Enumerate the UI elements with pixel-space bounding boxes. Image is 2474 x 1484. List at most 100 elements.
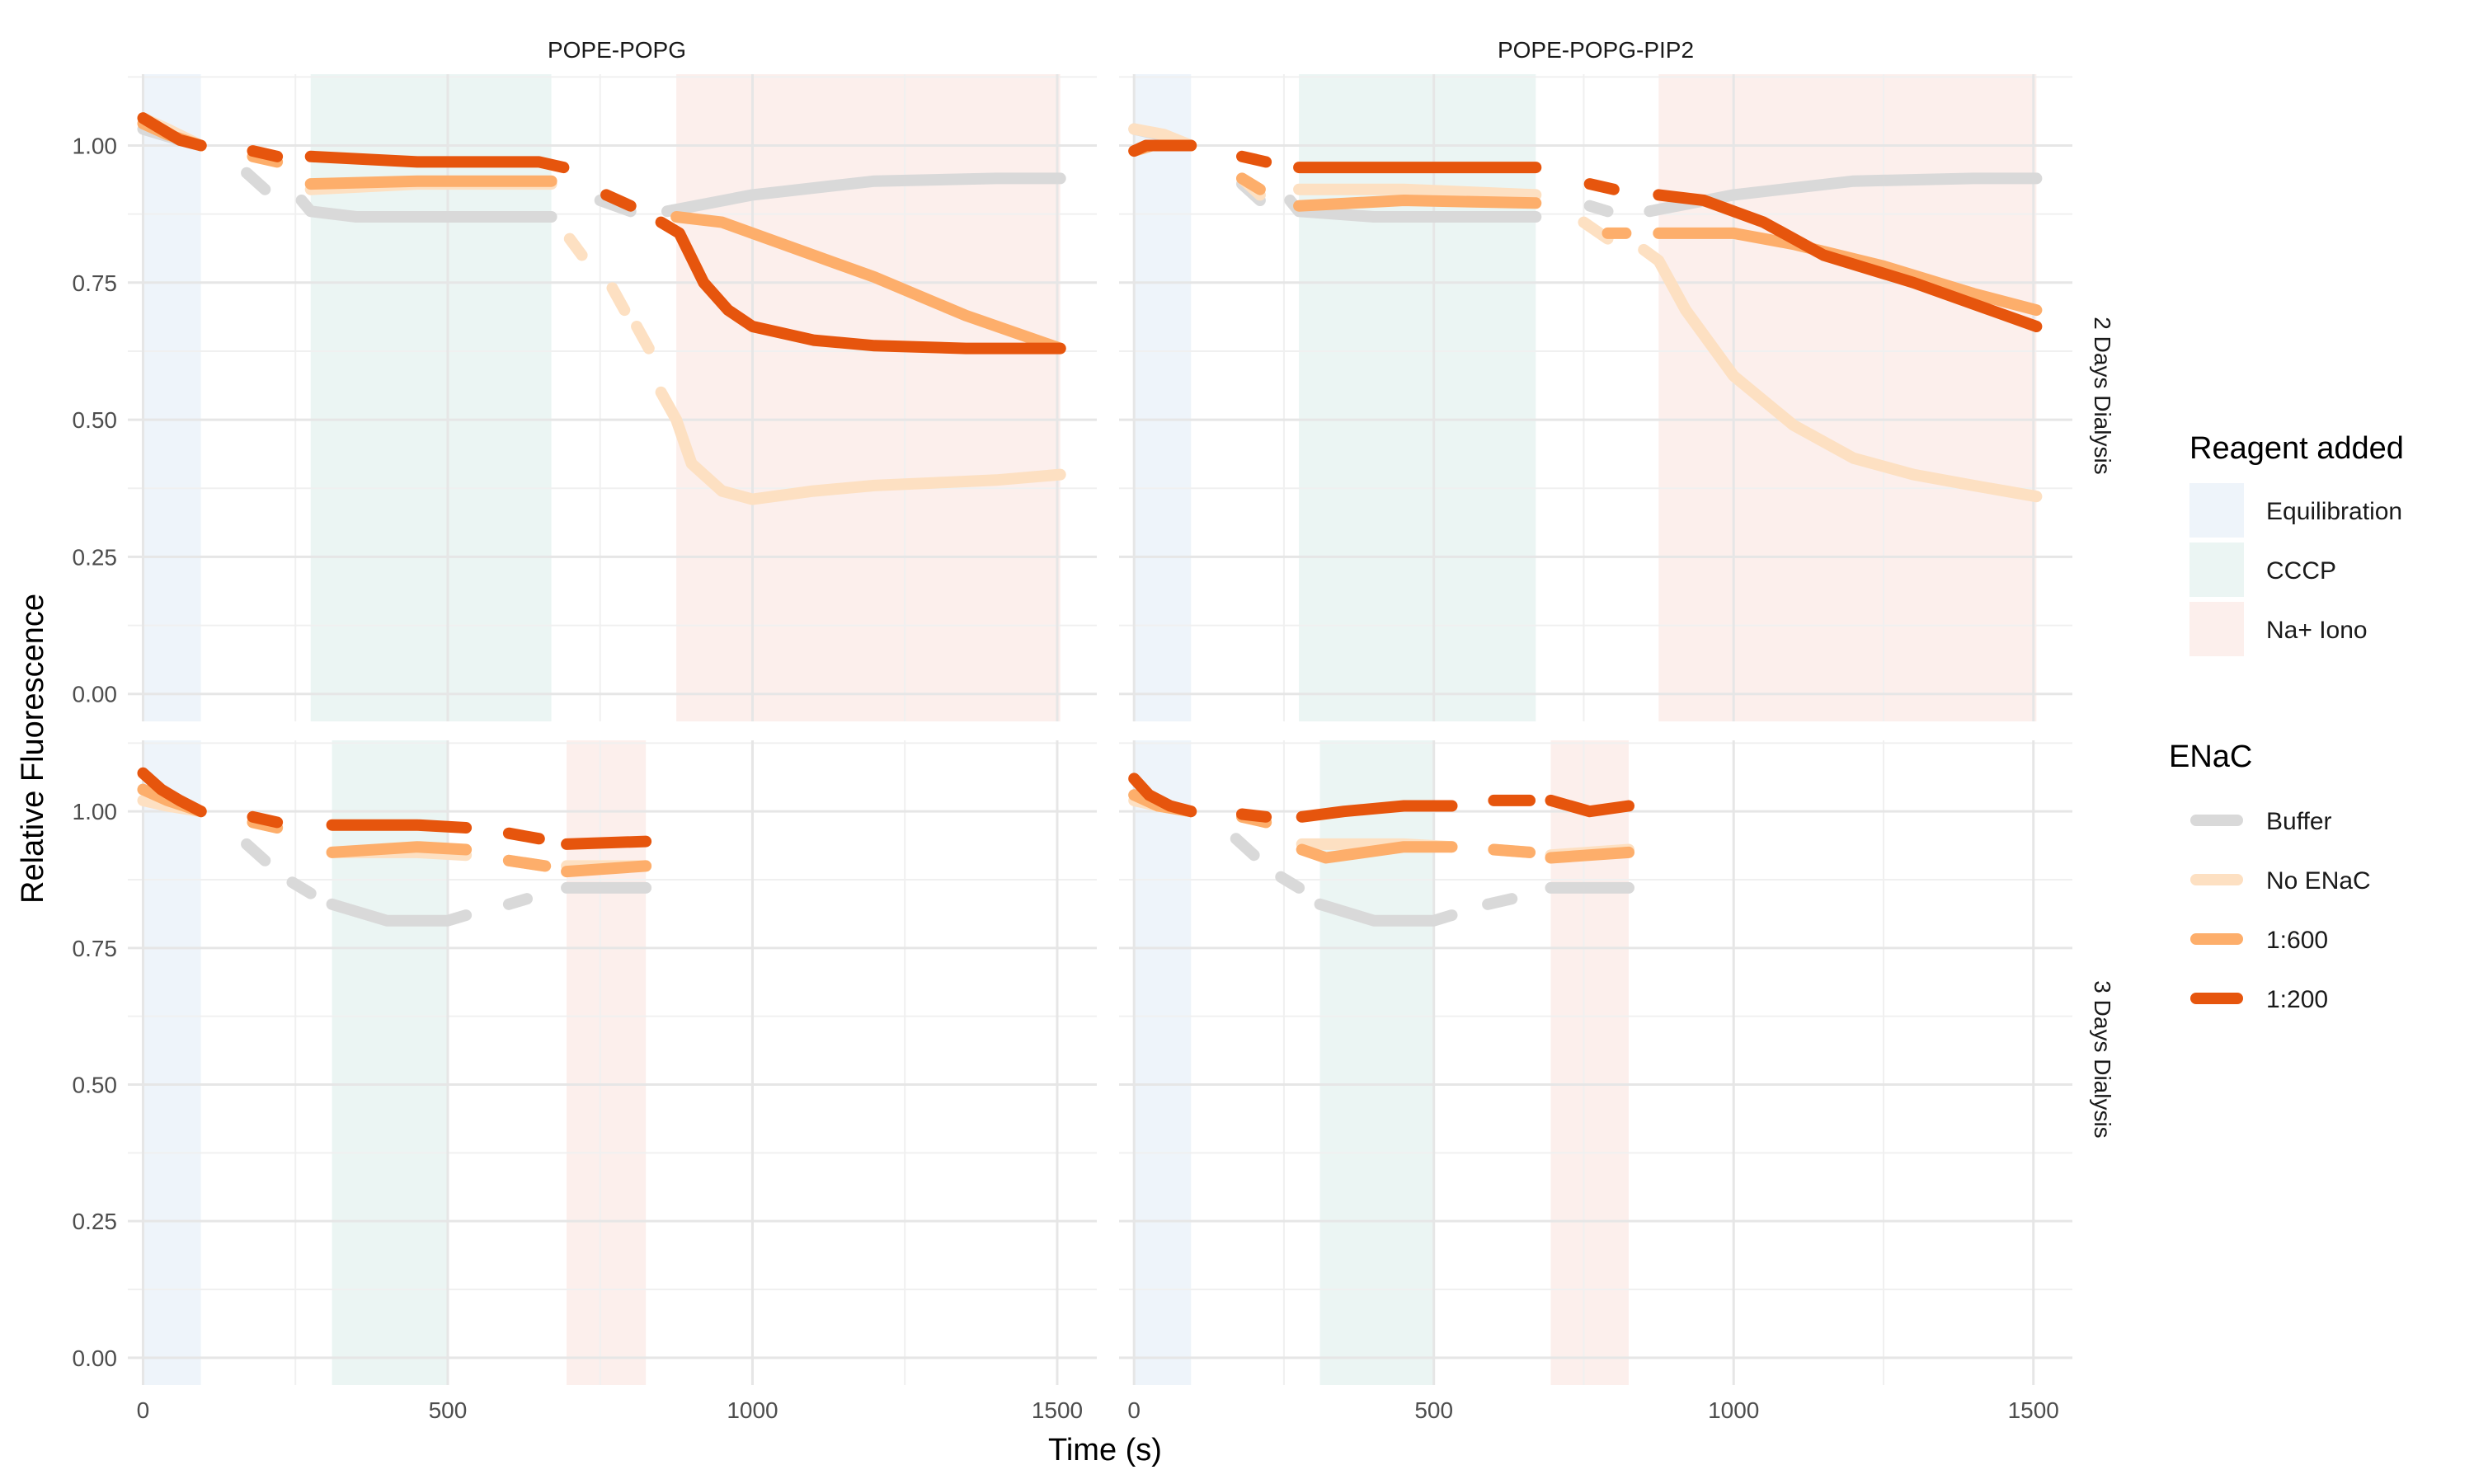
legend-label-no-enac: No ENaC bbox=[2266, 867, 2371, 895]
x-tick-label: 1000 bbox=[1708, 1397, 1759, 1423]
shade-na-iono bbox=[676, 74, 1061, 721]
y-tick-label: 1.00 bbox=[73, 799, 118, 824]
x-tick-label: 500 bbox=[1414, 1397, 1453, 1423]
legend-reagent: Reagent added Equilibration CCCP Na+ Ion… bbox=[2189, 431, 2404, 656]
shade-equilibration bbox=[1134, 74, 1192, 721]
series-segment-1-200 bbox=[1296, 800, 1458, 823]
series-segment-1-200 bbox=[600, 189, 637, 212]
panel-pope-popg-pip2-2-days-dialysis bbox=[1119, 74, 2072, 721]
shade-cccp bbox=[332, 740, 448, 1385]
series-segment-1-200 bbox=[304, 150, 570, 174]
series-segment-1-200 bbox=[247, 810, 284, 829]
series-segment-1-200 bbox=[1653, 189, 2043, 332]
y-tick-label: 1.00 bbox=[73, 133, 118, 158]
series-segment-1-200 bbox=[1583, 178, 1620, 195]
y-axis-title: Relative Fluorescence bbox=[16, 594, 50, 904]
y-tick-label: 0.00 bbox=[73, 1345, 118, 1371]
series-segment-buffer bbox=[241, 167, 271, 195]
series-segment-1-200 bbox=[502, 827, 545, 845]
series-segment-buffer bbox=[661, 172, 1066, 218]
series-segment-1-200 bbox=[326, 819, 473, 834]
panel-pope-popg-3-days-dialysis bbox=[128, 740, 1097, 1385]
shade-cccp bbox=[1319, 740, 1434, 1385]
legend-key-equilibration bbox=[2189, 483, 2244, 538]
strip-col-2: POPE-POPG-PIP2 bbox=[1498, 37, 1694, 63]
legend-label-1-200: 1:200 bbox=[2266, 986, 2328, 1013]
y-tick-label: 0.25 bbox=[73, 1209, 118, 1234]
legend-reagent-title: Reagent added bbox=[2189, 431, 2404, 466]
panel-pope-popg-2-days-dialysis bbox=[128, 74, 1097, 721]
shade-equilibration bbox=[143, 740, 201, 1385]
series-segment-no-enac bbox=[1293, 183, 1542, 201]
legend-label-buffer: Buffer bbox=[2266, 808, 2332, 835]
legend-key-cccp bbox=[2189, 542, 2244, 597]
axes-layer: 0.00 0.25 0.50 0.75 1.00 0.00 0.25 0.50 0.75 1.00… bbox=[73, 133, 2059, 1423]
series-segment-1-200 bbox=[1236, 808, 1272, 823]
x-axis-title: Time (s) bbox=[1048, 1433, 1162, 1468]
strip-col-1: POPE-POPG bbox=[548, 37, 686, 63]
series-segment-no-enac bbox=[563, 232, 588, 261]
shade-cccp bbox=[310, 74, 552, 721]
series-segment-1-200 bbox=[1545, 794, 1634, 818]
series-segment-1-200 bbox=[1236, 150, 1272, 168]
strip-row-2: 3 Days Dialysis bbox=[2090, 980, 2115, 1138]
series-segment-no-enac bbox=[631, 321, 655, 355]
y-tick-label: 0.25 bbox=[73, 544, 118, 570]
y-tick-label: 0.00 bbox=[73, 682, 118, 707]
y-tick-label: 0.75 bbox=[73, 936, 118, 961]
series-1-200 bbox=[137, 767, 652, 850]
series-segment-1-200 bbox=[247, 145, 284, 162]
legend-enac: ENaC Buffer No ENaC 1:600 1:200 bbox=[2169, 740, 2371, 1013]
x-tick-label: 0 bbox=[137, 1397, 150, 1423]
series-segment-1-600 bbox=[326, 841, 473, 858]
legend-label-1-600: 1:600 bbox=[2266, 927, 2328, 954]
series-segment-1-600 bbox=[502, 854, 552, 872]
strip-row-1: 2 Days Dialysis bbox=[2090, 317, 2115, 474]
x-tick-label: 0 bbox=[1127, 1397, 1141, 1423]
series-segment-1-200 bbox=[1128, 139, 1197, 157]
y-tick-label: 0.50 bbox=[73, 1073, 118, 1098]
y-tick-label: 0.50 bbox=[73, 407, 118, 433]
series-segment-buffer bbox=[295, 195, 557, 223]
series-segment-1-600 bbox=[1236, 172, 1266, 195]
series-segment-1-600 bbox=[1296, 841, 1458, 864]
series-segment-buffer bbox=[326, 898, 473, 927]
series-segment-1-600 bbox=[1545, 846, 1634, 864]
legend-label-na-iono: Na+ Iono bbox=[2266, 617, 2368, 644]
series-buffer bbox=[1128, 789, 1634, 927]
panels-layer bbox=[128, 74, 2072, 1385]
y-tick-label: 0.75 bbox=[73, 270, 118, 296]
series-1-200 bbox=[137, 112, 1066, 355]
series-segment-buffer bbox=[241, 838, 271, 866]
x-tick-label: 1500 bbox=[2008, 1397, 2059, 1423]
series-segment-no-enac bbox=[1638, 243, 2043, 503]
series-segment-1-200 bbox=[137, 112, 207, 152]
series-segment-1-600 bbox=[1488, 843, 1536, 858]
legend-key-na-iono bbox=[2189, 602, 2244, 656]
series-1-200 bbox=[1128, 139, 2043, 332]
shade-na-iono bbox=[1658, 74, 2037, 721]
legend-label-equilibration: Equilibration bbox=[2266, 498, 2402, 525]
series-segment-no-enac bbox=[655, 386, 1066, 505]
series-segment-1-600 bbox=[304, 175, 557, 190]
series-segment-1-600 bbox=[670, 211, 1066, 355]
x-tick-label: 1500 bbox=[1032, 1397, 1083, 1423]
x-tick-label: 500 bbox=[429, 1397, 468, 1423]
series-segment-buffer bbox=[286, 876, 317, 899]
series-segment-1-200 bbox=[137, 767, 207, 818]
series-segment-1-200 bbox=[655, 216, 1066, 355]
shade-equilibration bbox=[143, 74, 201, 721]
series-segment-buffer bbox=[1275, 871, 1305, 894]
series-segment-buffer bbox=[1583, 200, 1614, 218]
series-segment-buffer bbox=[502, 893, 533, 910]
series-segment-1-200 bbox=[1128, 773, 1197, 818]
shade-na-iono bbox=[1550, 740, 1629, 1385]
series-1-200 bbox=[1128, 773, 1634, 823]
series-segment-buffer bbox=[1482, 893, 1518, 910]
shade-equilibration bbox=[1134, 740, 1192, 1385]
legend-label-cccp: CCCP bbox=[2266, 557, 2336, 585]
series-segment-1-600 bbox=[1293, 195, 1542, 212]
series-segment-no-enac bbox=[606, 282, 631, 317]
series-segment-1-600 bbox=[561, 860, 652, 878]
